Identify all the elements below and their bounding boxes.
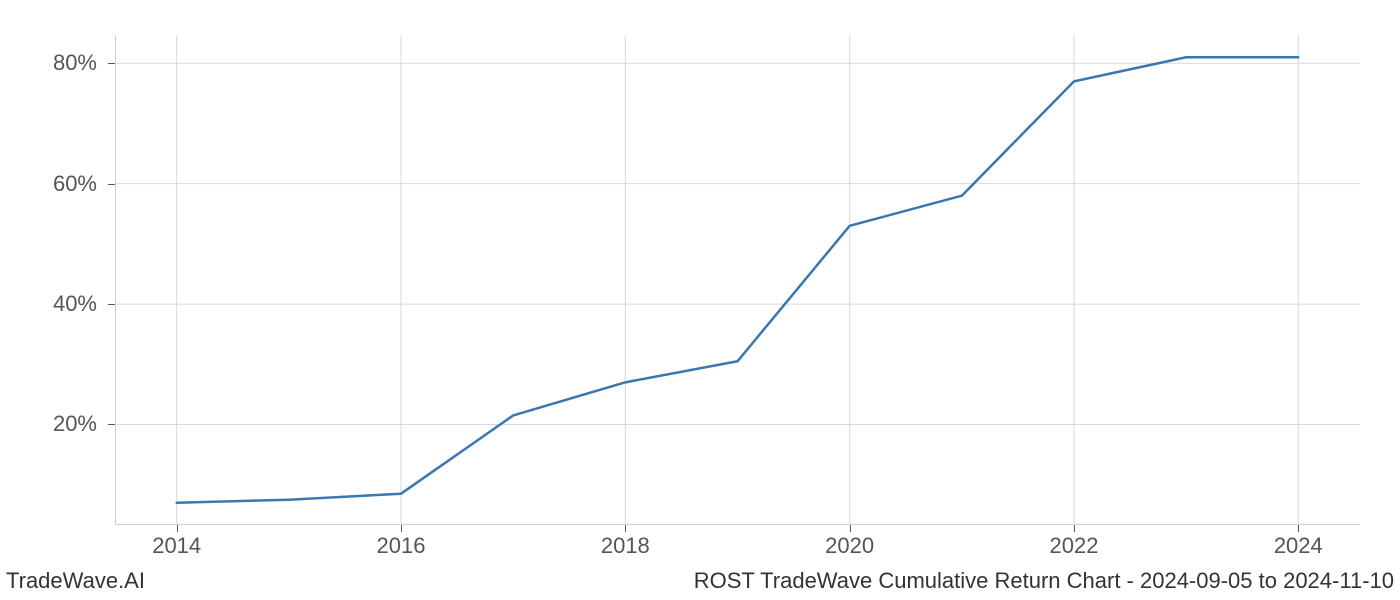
y-tick-label: 20% xyxy=(53,411,97,437)
y-tick-mark xyxy=(108,424,115,425)
x-tick-label: 2014 xyxy=(152,533,201,559)
y-tick-label: 40% xyxy=(53,291,97,317)
return-line xyxy=(177,57,1299,502)
y-tick-label: 60% xyxy=(53,171,97,197)
line-chart-svg xyxy=(115,35,1360,525)
footer-caption: ROST TradeWave Cumulative Return Chart -… xyxy=(694,568,1394,594)
y-tick-label: 80% xyxy=(53,50,97,76)
footer-brand: TradeWave.AI xyxy=(6,568,145,594)
x-tick-mark xyxy=(850,525,851,532)
y-tick-mark xyxy=(108,184,115,185)
x-tick-label: 2018 xyxy=(601,533,650,559)
x-tick-label: 2022 xyxy=(1050,533,1099,559)
x-tick-mark xyxy=(1298,525,1299,532)
x-tick-mark xyxy=(177,525,178,532)
y-tick-mark xyxy=(108,63,115,64)
x-tick-mark xyxy=(625,525,626,532)
x-tick-label: 2020 xyxy=(825,533,874,559)
x-tick-mark xyxy=(1074,525,1075,532)
x-tick-label: 2024 xyxy=(1274,533,1323,559)
x-tick-label: 2016 xyxy=(377,533,426,559)
y-tick-mark xyxy=(108,304,115,305)
chart-plot-area: 201420162018202020222024 20%40%60%80% xyxy=(115,35,1360,525)
x-tick-mark xyxy=(401,525,402,532)
